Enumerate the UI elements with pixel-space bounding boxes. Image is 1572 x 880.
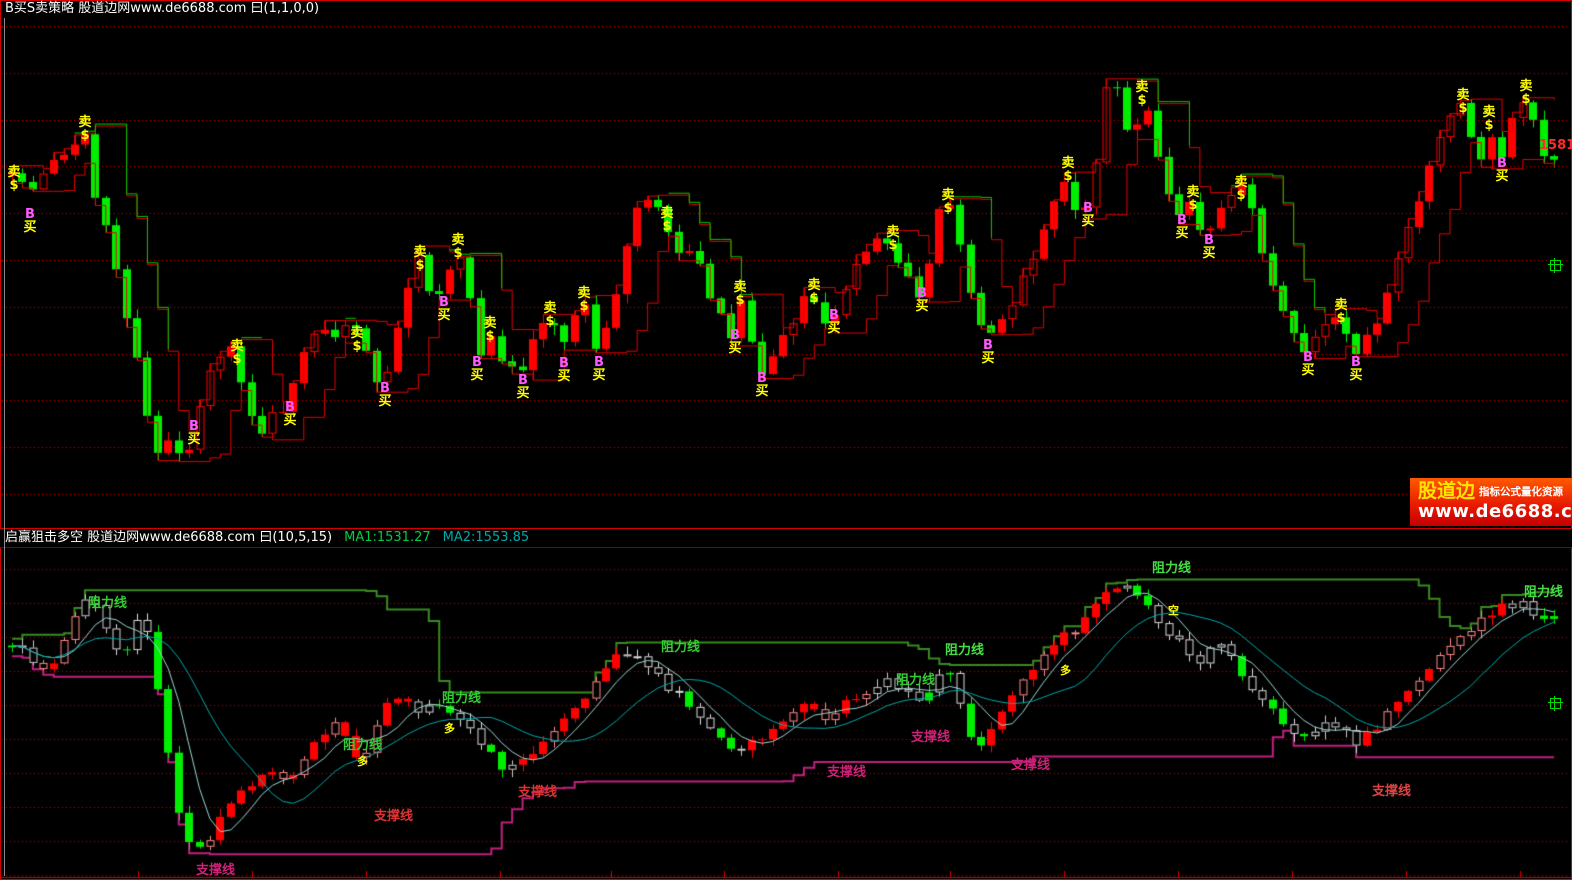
bottom-panel-titlebar: 启赢狙击多空 股道边网www.de6688.com 曰(10,5,15) MA1:… <box>0 528 1572 548</box>
ma2-value: MA2:1553.85 <box>442 530 530 545</box>
ma1-value: MA1:1531.27 <box>344 530 431 545</box>
top-panel-titlebar: B买S卖策略 股道边网www.de6688.com 曰(1,1,0,0) <box>0 0 1572 18</box>
top-panel-title: B买S卖策略 股道边网www.de6688.com 曰(1,1,0,0) <box>5 1 320 16</box>
watermark-url: www.de6688.com <box>1418 501 1572 522</box>
watermark-brand: 股道边 <box>1418 480 1476 502</box>
top-chart-canvas[interactable] <box>0 18 1572 528</box>
bottom-panel-title: 启赢狙击多空 股道边网www.de6688.com 曰(10,5,15) <box>5 530 333 545</box>
left-rail-divider <box>4 18 5 876</box>
bottom-chart-canvas[interactable] <box>0 548 1572 880</box>
watermark-tagline: 指标公式量化资源 <box>1479 486 1564 498</box>
